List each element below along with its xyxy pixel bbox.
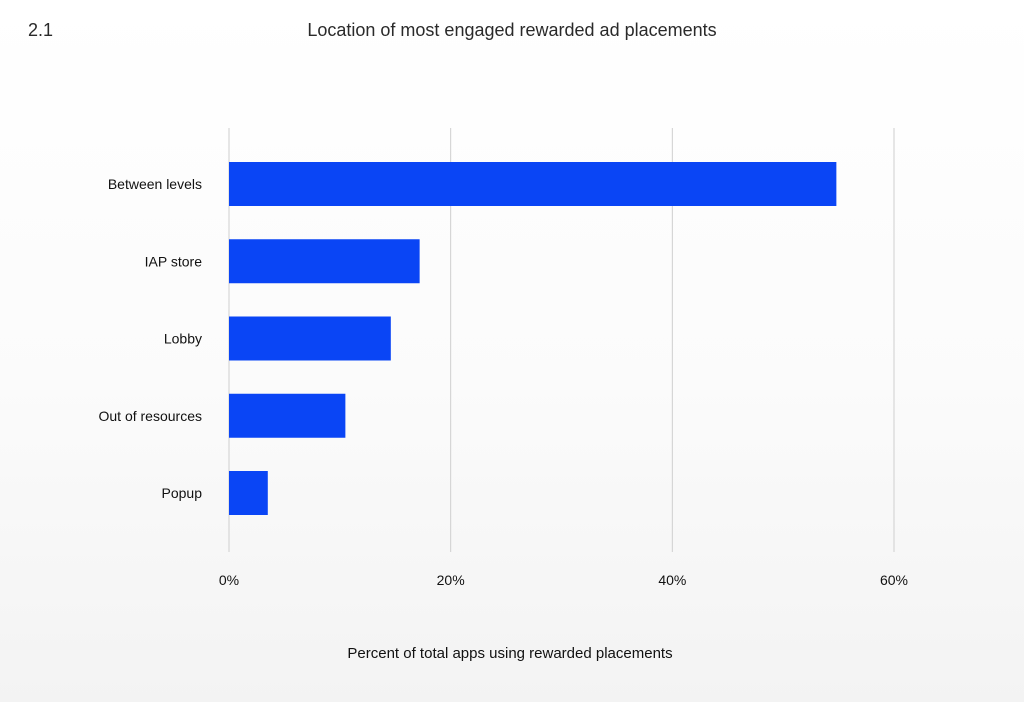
bar xyxy=(229,316,391,361)
category-label: Popup xyxy=(162,485,203,501)
x-tick-label: 60% xyxy=(880,572,908,588)
category-label: Out of resources xyxy=(99,408,203,424)
category-label: IAP store xyxy=(145,253,203,269)
category-labels: Between levels IAP store Lobby Out of resou… xyxy=(99,176,203,501)
x-tick-label: 20% xyxy=(437,572,465,588)
figure-number: 2.1 xyxy=(28,20,54,40)
x-tick-labels: 0% 20% 40% 60% xyxy=(219,572,908,588)
bar xyxy=(229,393,346,438)
x-tick-label: 40% xyxy=(658,572,686,588)
x-axis-title: Percent of total apps using rewarded pla… xyxy=(347,645,672,662)
bar xyxy=(229,239,420,284)
category-label: Lobby xyxy=(164,331,202,347)
bar xyxy=(229,471,268,515)
bars xyxy=(229,162,837,515)
chart-title: Location of most engaged rewarded ad pla… xyxy=(307,20,717,40)
x-tick-label: 0% xyxy=(219,572,239,588)
category-label: Between levels xyxy=(108,176,202,192)
bar xyxy=(229,162,837,206)
